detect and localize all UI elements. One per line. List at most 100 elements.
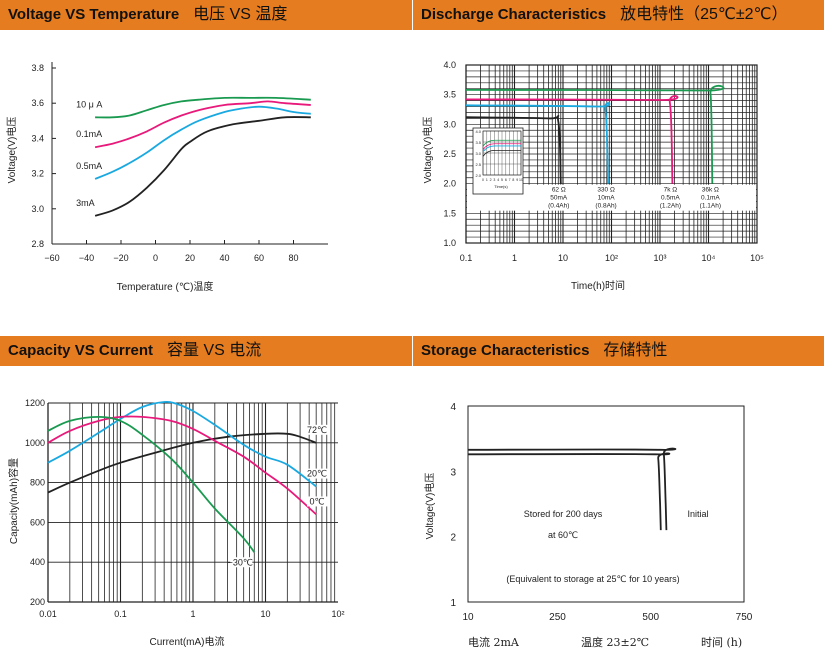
annotation-equivalent: (Equivalent to storage at 25℃ for 10 yea… (506, 574, 679, 584)
series-line (465, 114, 562, 184)
inset-series-line (482, 139, 521, 147)
panel-title-cn: 电压 VS 温度 (193, 6, 288, 23)
series-line (47, 432, 317, 494)
panel-voltage-temperature: Voltage VS Temperature 电压 VS 温度 2.8 3.0 3.2… (0, 0, 412, 335)
series-label: 0.5mA (76, 161, 102, 171)
y-tick-label: 2.5 (443, 149, 456, 159)
footer-time: 时间 (h) (701, 636, 742, 649)
series-label: 72℃ (307, 425, 327, 435)
panel-title-cn: 存储特性 (603, 342, 668, 359)
y-tick-label: 1000 (25, 438, 45, 448)
inset-x-tick: 4 (497, 178, 499, 182)
x-axis-label: Current(mA)电流 (149, 635, 224, 648)
y-tick-label: 400 (30, 557, 45, 567)
series-label-bg (307, 424, 329, 435)
inset-x-tick: 2 (490, 178, 492, 182)
y-tick-label: 3.4 (31, 133, 44, 143)
inset-x-tick: 0 (482, 178, 484, 182)
x-tick-label: 10³ (653, 253, 666, 263)
series-line (94, 105, 311, 180)
panel-title: Storage Characteristics (421, 342, 590, 359)
panel-storage: Storage Characteristics 存储特性 1 2 3 4 10 250 500… (413, 336, 824, 671)
y-tick-label: 3.5 (443, 90, 456, 100)
x-axis-label: Time(h)时间 (571, 279, 625, 292)
annotation-stored: Stored for 200 days (524, 509, 603, 519)
y-tick-label: 3.8 (31, 63, 44, 73)
inset-y-tick: 2.5 (475, 162, 481, 167)
panel-title: Voltage VS Temperature (8, 6, 180, 23)
x-tick-label: 10⁵ (750, 253, 764, 263)
x-tick-label: 60 (254, 253, 264, 263)
x-tick-label: 500 (642, 612, 659, 623)
series-annotation: 36k Ω (702, 187, 719, 194)
y-tick-label: 1.0 (443, 238, 456, 248)
series-annotation: 7k Ω (664, 187, 678, 194)
panel-title-cn: 容量 VS 电流 (167, 342, 262, 359)
y-axis-label: Capacity(mAh)容量 (7, 458, 20, 544)
series-annotation: (1.2Ah) (660, 203, 681, 210)
y-axis-label: Voltage(V)电压 (5, 117, 18, 184)
inset-frame (472, 127, 524, 195)
series-label: 3mA (76, 198, 95, 208)
y-axis-label: Voltage(V)电压 (423, 473, 436, 540)
y-tick-label: 2 (450, 533, 456, 544)
y-tick-label: 1 (450, 598, 456, 609)
x-tick-label: 0.1 (460, 253, 473, 263)
panel-title: Capacity VS Current (8, 342, 154, 359)
inset-y-tick: 3.0 (475, 151, 481, 156)
chart-discharge: 1.01.52.02.53.03.54.00.1 1 10 10² 10³ 10⁴ 10⁵T… (421, 60, 764, 292)
x-tick-label: 1 (190, 609, 195, 619)
x-tick-label: 10 (558, 253, 568, 263)
y-tick-label: 3.0 (31, 204, 44, 214)
panel-capacity-current: Capacity VS Current 容量 VS 电流 200 400 600 800… (0, 336, 412, 671)
inset-x-tick: 8 (512, 178, 514, 182)
series-annotation: 50mA (550, 195, 568, 202)
x-tick-label: −60 (44, 253, 59, 263)
annotation-stored-temp: at 60℃ (548, 530, 578, 540)
footer-temperature: 温度 23±2℃ (581, 635, 649, 649)
x-tick-label: 80 (288, 253, 298, 263)
panel-header: Discharge Characteristics 放电特性（25℃±2℃） (413, 0, 824, 30)
inset-series-line (482, 149, 521, 157)
series-label: 20℃ (307, 469, 327, 479)
x-tick-label: 40 (219, 253, 229, 263)
x-tick-label: −20 (113, 253, 128, 263)
y-tick-label: 3.2 (31, 169, 44, 179)
panel-title-cn: 放电特性（25℃±2℃） (620, 6, 788, 23)
series-annotation: 10mA (598, 195, 616, 202)
series-label-bg (307, 496, 329, 507)
footer-current: 电流 2mA (468, 635, 520, 649)
y-tick-label: 200 (30, 597, 45, 607)
y-tick-label: 3.6 (31, 98, 44, 108)
series-label-bg (307, 468, 329, 479)
series-line (467, 452, 671, 531)
x-axis-label: Temperature (℃)温度 (117, 280, 214, 293)
chart-capacity-current: 200 400 600 800 1000 1200 0.01 0.1 1 10 10² Current… (7, 398, 345, 648)
inset-series-line (482, 145, 521, 153)
y-axis-label: Voltage(V)电压 (421, 117, 434, 184)
inset-x-tick: 6 (505, 178, 507, 182)
panel-title: Discharge Characteristics (421, 6, 607, 23)
panel-discharge: Discharge Characteristics 放电特性（25℃±2℃） 1.… (413, 0, 824, 335)
series-label: −30℃ (228, 557, 253, 567)
panel-header: Storage Characteristics 存储特性 (413, 336, 824, 366)
series-annotation: 0.5mA (661, 195, 680, 202)
x-tick-label: 0.01 (39, 609, 57, 619)
inset-series-line (482, 143, 521, 150)
y-tick-label: 1.5 (443, 208, 456, 218)
x-tick-label: 10⁴ (702, 253, 716, 263)
series-line (467, 447, 677, 531)
y-tick-label: 4.0 (443, 60, 456, 70)
x-tick-label: 0 (153, 253, 158, 263)
panel-header: Voltage VS Temperature 电压 VS 温度 (0, 0, 412, 30)
inset-x-tick: 7 (509, 178, 511, 182)
series-annotation: 330 Ω (597, 187, 615, 194)
inset-y-tick: 2.0 (475, 173, 481, 178)
x-tick-label: 10 (462, 612, 474, 623)
chart-voltage-temperature: 2.8 3.0 3.2 3.4 3.6 3.8 −60 −40 −20 0 20 40 60 80 Temp… (5, 62, 328, 293)
y-tick-label: 800 (30, 478, 45, 488)
y-tick-label: 2.8 (31, 239, 44, 249)
series-line (47, 400, 317, 488)
series-annotation: (1.1Ah) (700, 203, 721, 210)
inset-y-tick: 3.5 (475, 140, 481, 145)
